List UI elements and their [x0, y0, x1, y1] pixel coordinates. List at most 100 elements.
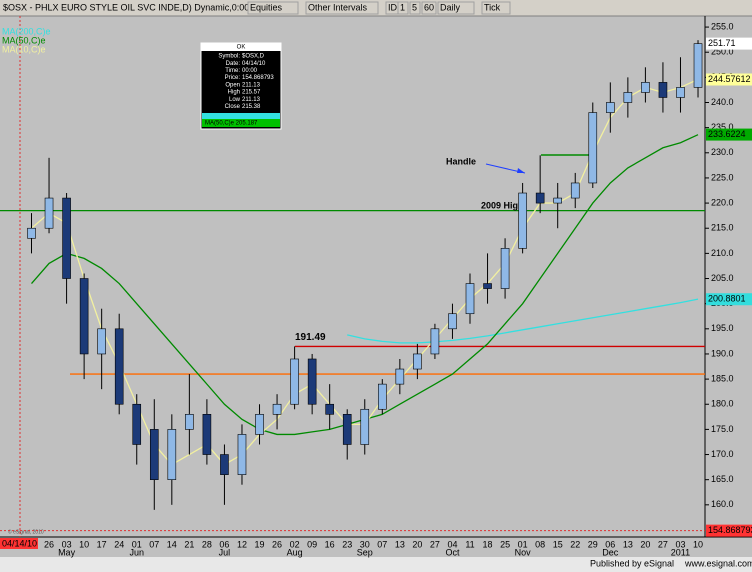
x-tick-label: 18 — [483, 539, 493, 549]
candle-body — [500, 248, 510, 289]
data-window-green-row — [202, 119, 280, 127]
x-tick-label: 06 — [605, 539, 615, 549]
candle-body — [518, 192, 527, 249]
candle-body — [693, 43, 703, 88]
price-marker — [706, 524, 752, 537]
y-tick-label: 195.0 — [711, 323, 734, 333]
candle-body — [307, 358, 317, 405]
price-marker-label: 233.6224 — [708, 129, 746, 139]
data-window-value: 215.38 — [242, 104, 261, 110]
y-tick-label: 205.0 — [711, 273, 734, 283]
toolbar-button[interactable] — [397, 1, 409, 15]
data-window-value: 154.868793 — [242, 75, 274, 81]
toolbar-label: Equities — [250, 2, 283, 12]
data-window-key: Date: — [226, 61, 241, 67]
candle-body — [553, 197, 563, 204]
x-tick-label: 26 — [272, 539, 282, 549]
footer-bar — [0, 557, 752, 572]
cursor-date-box — [0, 538, 38, 549]
x-tick-label: 13 — [395, 539, 405, 549]
y-tick-label: 210.0 — [711, 248, 734, 258]
x-tick-label: 20 — [412, 539, 422, 549]
x-tick-label: 20 — [640, 539, 650, 549]
price-marker-label: 251.71 — [708, 38, 736, 48]
y-tick-label: 190.0 — [711, 348, 734, 358]
x-tick-label: 01 — [132, 539, 142, 549]
data-window-key: Close — [225, 104, 241, 110]
data-window-value: 04/14/10 — [242, 61, 266, 67]
candle-body — [114, 328, 124, 405]
url: www.esignal.com — [684, 558, 752, 568]
candle-body — [658, 82, 668, 98]
x-tick-label: 02 — [290, 539, 300, 549]
data-window-key: Price: — [225, 75, 241, 81]
candle-body — [325, 403, 334, 415]
toolbar-button[interactable] — [437, 1, 475, 15]
x-tick-label: 26 — [44, 539, 54, 549]
candle-body — [570, 182, 580, 199]
y-tick-label: 180.0 — [711, 399, 734, 409]
candle-body — [27, 227, 36, 239]
toolbar-button[interactable] — [247, 1, 299, 15]
x-tick-label: 27 — [658, 539, 668, 549]
cursor-date: 04/14/10 — [2, 538, 37, 548]
candle-body — [360, 408, 370, 445]
x-tick-label: 01 — [518, 539, 528, 549]
x-tick-label: 04 — [447, 539, 457, 549]
candle-body — [185, 414, 194, 430]
candle-body — [395, 368, 405, 385]
month-label: Oct — [445, 547, 460, 557]
y-tick-label: 170.0 — [711, 449, 734, 459]
candle-body — [132, 403, 142, 445]
candle-body — [167, 429, 177, 480]
candle-body — [149, 429, 159, 480]
y-tick-label: 215.0 — [711, 223, 734, 233]
level-label: 191.49 — [295, 332, 326, 343]
x-tick-label: 11 — [465, 539, 474, 549]
published: Published by eSignal — [590, 558, 674, 568]
month-label: Nov — [515, 547, 532, 557]
x-tick-label: 15 — [553, 539, 563, 549]
candle-body — [430, 328, 440, 355]
x-tick-label: 08 — [535, 539, 545, 549]
month-label: 2011 — [671, 547, 690, 557]
data-window-value: 00:00 — [242, 68, 258, 74]
candle-body — [641, 82, 650, 93]
month-label: Jul — [219, 547, 231, 557]
data-window-value: 211.13 — [242, 82, 261, 88]
y-tick-label: 175.0 — [711, 424, 734, 434]
y-tick-label: 240.0 — [711, 97, 734, 107]
x-tick-label: 10 — [693, 539, 703, 549]
x-tick-label: 03 — [675, 539, 685, 549]
x-tick-label: 27 — [430, 539, 440, 549]
window-title: $OSX - PHLX EURO STYLE OIL SVC INDE,D) D… — [3, 2, 275, 12]
toolbar-button[interactable] — [305, 1, 379, 15]
candle-body — [465, 283, 475, 315]
x-tick-label: 22 — [570, 539, 580, 549]
candle-body — [535, 192, 545, 204]
candle-body — [62, 197, 71, 279]
x-tick-label: 28 — [202, 539, 212, 549]
y-tick-label: 165.0 — [711, 474, 734, 484]
x-tick-label: 23 — [342, 539, 352, 549]
toolbar-button[interactable] — [409, 1, 421, 15]
candle-body — [290, 358, 299, 405]
toolbar-button[interactable] — [481, 1, 511, 15]
data-window-cyan-row — [202, 113, 280, 119]
candle-body — [79, 278, 89, 355]
toolbar-button[interactable] — [421, 1, 437, 15]
candle-body — [377, 383, 387, 410]
x-tick-label: 14 — [167, 539, 177, 549]
data-window-key: Low — [229, 97, 241, 103]
data-window-value: $OSX,D — [242, 54, 265, 60]
data-window-title: OK — [237, 45, 246, 51]
month-label: Aug — [287, 547, 303, 557]
price-marker-label: 244.57612 — [708, 74, 751, 84]
price-marker-label: 200.8801 — [708, 294, 746, 304]
toolbar-label: Tick — [484, 2, 501, 12]
candle-body — [237, 434, 247, 475]
data-window-header — [201, 43, 281, 51]
candle-body — [623, 92, 633, 103]
x-tick-label: 25 — [500, 539, 510, 549]
